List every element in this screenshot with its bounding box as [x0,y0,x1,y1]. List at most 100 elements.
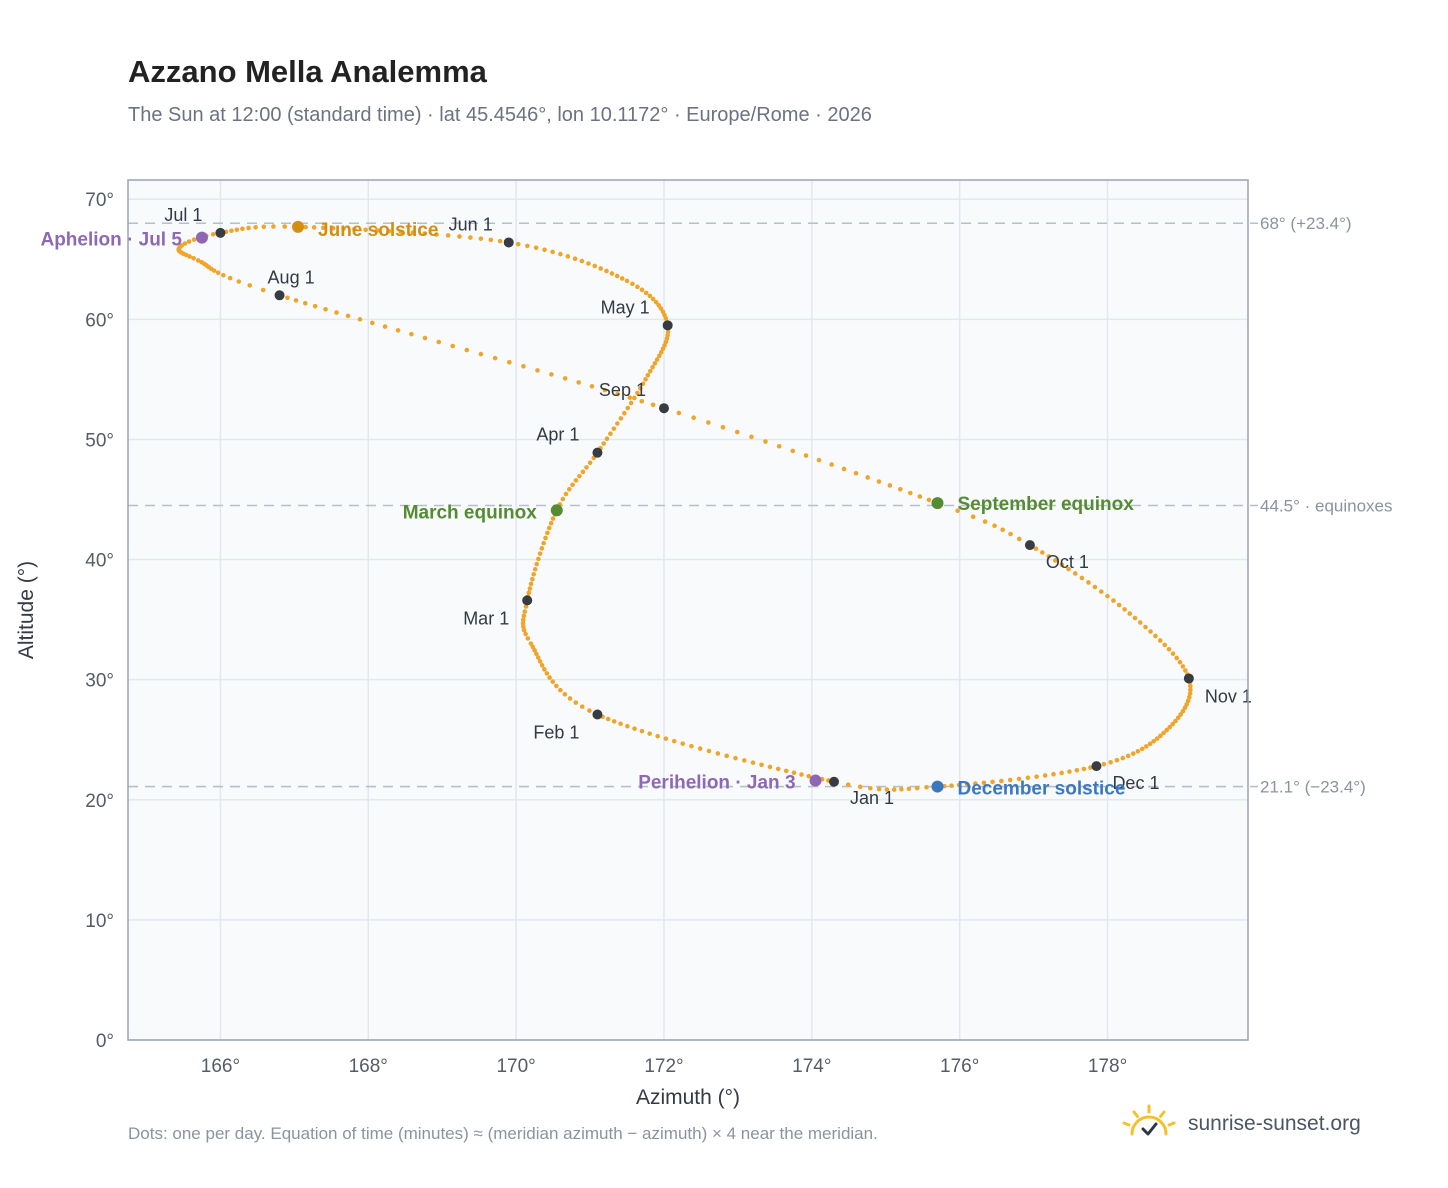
analemma-day-dot [876,479,882,484]
analemma-day-dot [586,261,591,266]
analemma-day-dot [535,368,540,373]
analemma-day-dot [767,764,773,770]
analemma-day-dot [536,556,541,562]
analemma-day-dot [1098,589,1104,594]
analemma-day-dot [691,415,696,421]
analemma-day-dot [534,561,540,567]
analemma-day-dot [1074,767,1080,773]
analemma-day-dot [1007,777,1013,783]
analemma-day-dot [1174,655,1179,661]
analemma-day-dot [386,228,392,234]
analemma-day-dot [528,641,534,646]
y-tick-label: 10° [85,911,114,932]
analemma-day-dot [908,490,913,496]
analemma-day-dot [656,353,662,359]
y-tick-label: 70° [85,190,114,211]
brand[interactable]: sunrise-sunset.org [1120,1104,1361,1144]
analemma-day-dot [434,232,439,237]
analemma-day-dot [990,779,995,785]
analemma-day-dot [521,624,526,629]
reference-line-label: 44.5° · equinoxes [1260,497,1393,516]
analemma-day-dot [1081,766,1087,772]
analemma-day-dot [579,258,585,264]
analemma-day-dot [647,368,653,374]
analemma-day-dot [1183,668,1188,673]
analemma-day-dot [523,631,528,637]
analemma-day-dot [282,224,288,229]
analemma-day-dot [639,728,645,734]
analemma-day-dot [791,770,797,776]
analemma-day-dot [1042,773,1048,778]
analemma-day-dot [632,726,637,731]
analemma-day-dot [1161,730,1166,736]
analemma-day-dot [544,671,550,676]
analemma-day-dot [611,719,617,724]
analemma-day-dot [914,785,920,791]
analemma-day-dot [527,586,533,591]
analemma-day-dot [619,276,625,281]
y-axis-label: Altitude (°) [15,561,38,659]
analemma-day-dot [1186,694,1192,700]
analemma-day-dot [515,241,521,247]
chart-subtitle: The Sun at 12:00 (standard time) · lat 4… [128,104,872,126]
reference-lines: 68° (+23.4°) 44.5° · equinoxes 21.1° (−23.… [128,214,1393,797]
analemma-day-dot [845,782,851,787]
analemma-day-dot [604,268,609,274]
analemma-day-dot [1034,774,1039,779]
analemma-day-dot [468,235,473,240]
analemma-day-dot [1167,724,1173,730]
analemma-day-dot [618,416,624,421]
analemma-day-dot [549,372,554,377]
analemma-day-dot [720,424,726,430]
x-axis-label: Azimuth (°) [636,1086,740,1109]
analemma-day-dot [550,679,556,685]
analemma-day-dot [253,224,258,230]
analemma-day-dot [891,787,897,792]
analemma-day-dot [647,731,652,736]
analemma-day-dot [246,225,251,231]
analemma-day-dot [759,762,764,768]
analemma-day-dot [1157,638,1163,643]
month-marker-label: Mar 1 [463,608,509,628]
footnote: Dots: one per day. Equation of time (min… [128,1124,878,1143]
analemma-day-dot [1132,615,1138,621]
analemma-day-dot [293,298,299,303]
analemma-day-dot [507,359,512,365]
analemma-day-dot [1111,598,1116,603]
analemma-day-dot [537,659,543,664]
analemma-day-dot [531,571,537,577]
analemma-day-dot [783,768,789,774]
analemma-day-dot [422,231,428,236]
month-marker [215,227,226,238]
analemma-day-dot [841,466,847,472]
analemma-day-dot [655,733,660,739]
analemma-day-dot [1139,746,1145,752]
analemma-day-dot [806,773,812,779]
analemma-day-dot [1135,748,1141,754]
analemma-day-dot [1052,558,1058,563]
analemma-day-dot [650,296,656,302]
analemma-day-dot [706,748,712,754]
analemma-day-dot [1127,611,1133,616]
analemma-day-dot [897,487,903,492]
analemma-day-dot [615,391,620,397]
analemma-day-dot [528,581,534,587]
analemma-day-dot [1188,683,1193,689]
analemma-day-dot [1066,566,1071,572]
analemma-day-dot [624,278,630,284]
analemma-day-dot [650,364,655,370]
analemma-day-dot [464,347,470,353]
analemma-day-dot [210,231,216,237]
analemma-day-dot [562,692,568,697]
analemma-day-dot [749,434,754,440]
analemma-day-dot [537,551,543,556]
analemma-day-dot [706,420,711,425]
analemma-day-dot [563,491,569,497]
analemma-day-dot [539,546,545,551]
analemma-day-dot [592,263,598,269]
month-marker-label: Feb 1 [533,722,579,742]
analemma-day-dot [587,708,592,713]
analemma-day-dot [398,229,404,235]
month-marker-label: Jul 1 [164,205,202,225]
axis-ticks: 166° 168° 170° 172° 174° 176° 178° 0° 10° 20° 30° 4… [85,190,1127,1077]
